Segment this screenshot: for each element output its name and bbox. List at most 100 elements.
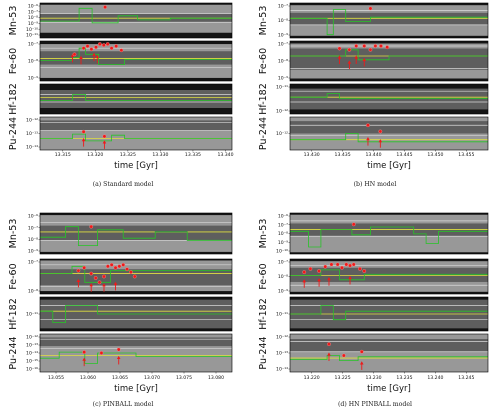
- event-marker: [105, 264, 110, 269]
- arrow-head: [102, 283, 106, 287]
- event-marker: [72, 52, 77, 57]
- panel-pu-244: 10⁻¹² 10⁻¹³ 10⁻¹⁴ Pu-244: [8, 116, 233, 151]
- event-marker: [94, 45, 98, 50]
- event-marker: [81, 46, 86, 51]
- abundance-series-line: [40, 7, 232, 24]
- event-marker: [351, 262, 356, 267]
- event-marker: [129, 270, 133, 274]
- x-tick-label: 13.235: [396, 375, 412, 381]
- y-axis-label: Mn-53: [258, 6, 269, 36]
- y-tick-label: 10⁻⁹: [28, 76, 38, 82]
- subfigure-caption: (a) Standard model: [93, 181, 154, 188]
- event-marker: [335, 262, 340, 267]
- panel-mn-53: 10⁻⁷ 10⁻⁸ 10⁻⁹ Mn-53: [258, 2, 489, 39]
- arrow-head: [337, 55, 342, 59]
- panel-hf-182: Hf-182: [8, 83, 233, 115]
- y-axis-label: Hf-182: [8, 83, 19, 115]
- event-marker: [82, 350, 87, 354]
- spread-band-inner: [290, 88, 488, 110]
- panel-frame: [39, 258, 233, 295]
- subfigure-caption: (d) HN PINBALL model: [338, 401, 412, 408]
- y-axis-label: Mn-53: [8, 219, 19, 249]
- y-axis-label: Hf-182: [8, 298, 19, 330]
- arrow-head: [348, 275, 352, 280]
- arrow-head: [82, 357, 86, 361]
- y-tick-label: 10⁻⁹: [278, 33, 288, 39]
- y-tick-label: 10⁻¹²: [276, 109, 288, 115]
- event-marker: [379, 44, 383, 48]
- x-tick-label: 13.225: [335, 375, 351, 381]
- panel-mn-53: 10⁻⁶ 10⁻⁷ 10⁻⁸ 10⁻⁹ Mn-53: [8, 212, 233, 255]
- y-tick-label: 10⁻¹⁰: [26, 27, 38, 33]
- y-tick-label: 10⁻⁸: [28, 15, 38, 21]
- x-axis-label: time [Gyr]: [367, 161, 411, 171]
- y-tick-label: 10⁻¹¹: [26, 33, 38, 39]
- y-axis-label: Pu-244: [8, 117, 19, 150]
- x-tick-label: 13.245: [458, 375, 474, 381]
- event-marker: [347, 47, 352, 52]
- event-marker: [113, 265, 118, 270]
- y-tick-label: 10⁻¹²: [276, 335, 288, 341]
- event-marker: [102, 274, 106, 279]
- spread-band-inner: [290, 339, 488, 352]
- x-axis-label: time [Gyr]: [114, 384, 158, 394]
- abundance-series-line: [290, 93, 488, 99]
- y-tick-label: 10⁻⁸: [278, 18, 288, 24]
- event-marker: [358, 266, 362, 271]
- subfigure-2: 10⁻⁷ 10⁻⁸ 10⁻⁹ Mn-53 10⁻⁷10⁻⁸10⁻⁹Fe-6010⁻¹¹1…: [258, 2, 489, 188]
- abundance-series-line: [290, 49, 488, 61]
- arrow-head: [113, 281, 118, 285]
- y-tick-label: 10⁻⁶: [278, 214, 288, 220]
- event-marker: [368, 47, 373, 52]
- event-marker: [354, 44, 359, 48]
- event-marker: [373, 44, 378, 48]
- arrow-head: [366, 137, 370, 141]
- y-tick-label: 10⁻⁷: [28, 225, 38, 231]
- event-marker: [116, 347, 121, 352]
- x-tick-label: 13.315: [55, 152, 71, 158]
- event-marker: [117, 264, 122, 269]
- y-axis-label: Fe-60: [258, 263, 269, 289]
- y-tick-label: 10⁻⁷: [28, 260, 38, 266]
- spread-band-inner: [40, 120, 232, 131]
- panel-hf-182: 10⁻¹¹ 10⁻¹² Hf-182: [258, 83, 489, 115]
- event-marker: [348, 263, 352, 268]
- x-tick-label: 13.325: [120, 152, 136, 158]
- y-axis-label: Mn-53: [258, 219, 269, 249]
- spread-band-inner: [40, 337, 232, 347]
- event-marker: [317, 269, 321, 273]
- panel-fe-60: 10⁻⁷ 10⁻⁸ 10⁻⁹ Fe-60: [8, 40, 233, 82]
- y-tick-label: 10⁻¹²: [26, 335, 38, 341]
- event-marker: [366, 123, 370, 128]
- y-tick-label: 10⁻⁷: [28, 42, 38, 48]
- abundance-series-line: [40, 133, 232, 142]
- panel-frame: [39, 83, 233, 115]
- panel-fe-60: 10⁻⁷ 10⁻⁸ 10⁻⁹ Fe-60: [258, 258, 489, 295]
- y-tick-label: 10⁻⁷: [278, 4, 288, 10]
- x-tick-label: 13.320: [87, 152, 103, 158]
- panel-pu-244: 10⁻¹² 10⁻¹³ 10⁻¹⁴ Pu-244: [258, 333, 489, 373]
- event-marker: [105, 42, 110, 46]
- panel-fe-60: 10⁻⁷ 10⁻⁸ 10⁻⁹ Fe-60: [258, 40, 489, 82]
- event-marker: [385, 45, 389, 50]
- arrow-head: [359, 361, 364, 365]
- x-tick-label: 13.065: [112, 375, 128, 381]
- x-tick-label: 13.230: [365, 375, 381, 381]
- arrow-head: [70, 53, 75, 57]
- event-marker: [101, 43, 106, 47]
- event-marker: [125, 267, 129, 272]
- event-marker: [341, 353, 346, 358]
- y-tick-label: 10⁻⁹: [28, 249, 38, 255]
- y-tick-label: 10⁻⁹: [278, 76, 288, 82]
- arrow-head: [347, 60, 352, 64]
- arrow-head: [354, 55, 359, 59]
- panel-frame: [39, 212, 233, 255]
- arrow-head: [302, 279, 307, 283]
- subfigure-1: 10⁻⁶10⁻⁷10⁻⁸10⁻⁹10⁻¹⁰10⁻¹¹Mn-5310⁻⁷10⁻⁸1…: [8, 2, 234, 188]
- arrow-head: [102, 140, 107, 144]
- x-tick-label: 13.330: [152, 152, 168, 158]
- x-tick-label: 13.335: [185, 152, 201, 158]
- y-tick-label: 10⁻⁹: [28, 21, 38, 27]
- y-axis-label: Fe-60: [8, 48, 19, 74]
- spread-band-inner: [40, 90, 232, 108]
